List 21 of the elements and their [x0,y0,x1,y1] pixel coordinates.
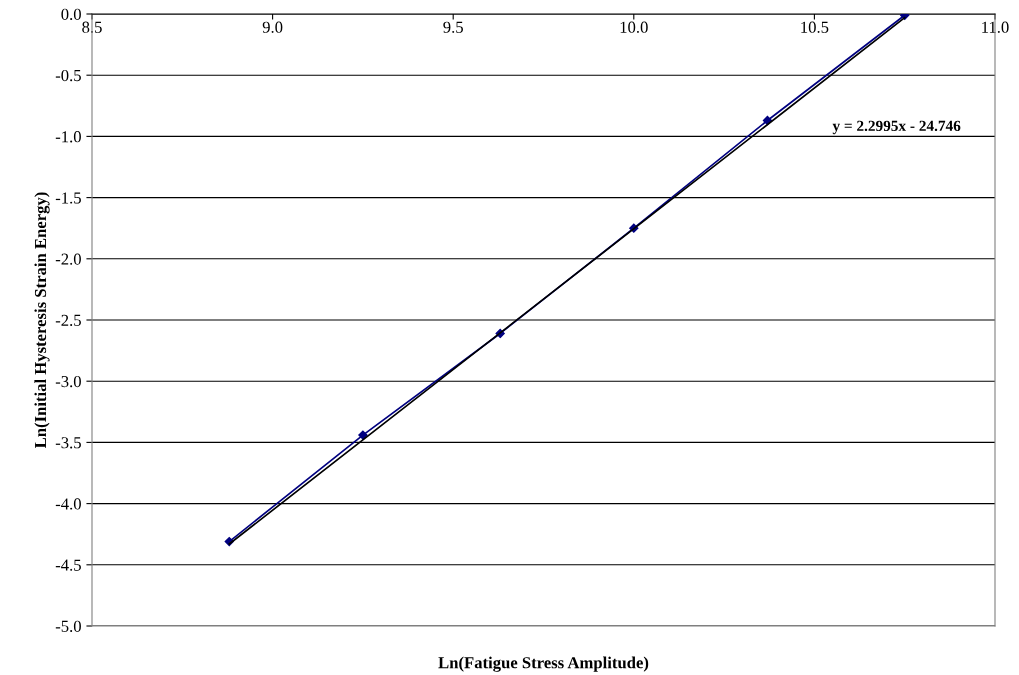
x-tick-label: 8.5 [82,21,102,33]
x-tick-label: 11.0 [982,21,1009,33]
y-tick-label: -3.5 [55,437,81,449]
y-tick-label: -4.0 [55,498,81,510]
y-tick-label: 0.0 [61,8,81,21]
x-axis-title: Ln(Fatigue Stress Amplitude) [438,656,649,672]
y-tick-label: -2.5 [55,314,81,327]
point [358,430,368,440]
y-tick-label: -3.0 [55,375,81,388]
x-tick-label: 10.5 [801,21,829,33]
y-tick-label: -1.0 [55,131,81,143]
y-tick-label: -4.5 [55,559,81,571]
x-tick-label: 9.5 [443,21,463,33]
annotation: y = 2.2995x - 24.746 [832,120,961,135]
y-tick-label: -5.0 [55,620,81,633]
y-tick-label: -0.5 [55,69,81,82]
y-axis-title: Ln(Initial Hysteresis Strain Energy) [34,192,50,449]
x-tick-label: 9.0 [262,21,283,33]
y-tick-label: -2.0 [55,253,81,265]
y-tick-label: -1.5 [55,192,81,204]
x-tick-label: 10.0 [620,21,648,33]
